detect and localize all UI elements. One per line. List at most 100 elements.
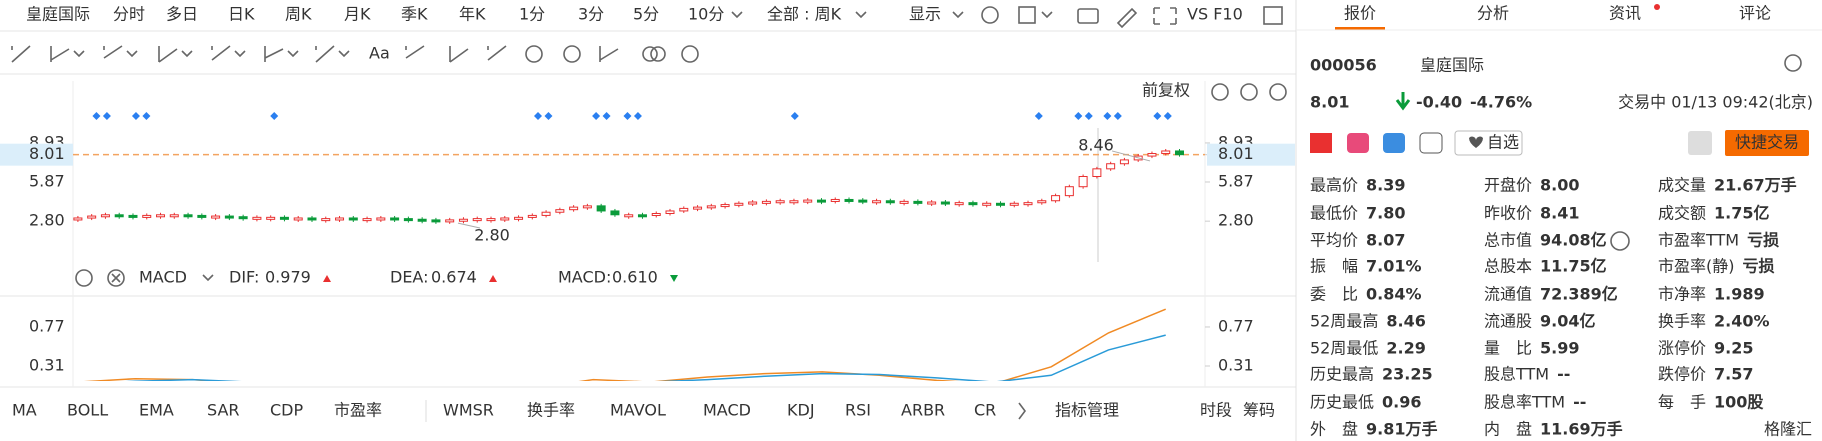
indicator-tab[interactable]: 市盈率 [334,401,382,420]
indicator-tab[interactable]: MAVOL [610,401,666,420]
panel-tab[interactable]: 分析 [1477,4,1509,23]
event-marker[interactable] [1084,112,1093,120]
tool-icon[interactable] [487,45,507,61]
candle [403,218,413,222]
tool-icon[interactable] [650,46,666,62]
tool-icon[interactable] [642,46,658,62]
period-tab[interactable]: 季K [401,5,428,24]
bell-button[interactable] [1688,131,1712,155]
watch-label[interactable]: 自选 [1487,133,1519,152]
event-marker[interactable] [131,112,140,120]
indicator-tab[interactable]: 换手率 [527,401,575,420]
tool-icon[interactable] [599,46,619,62]
indicator-tab[interactable]: EMA [139,401,174,420]
indicator-tab[interactable]: RSI [845,401,871,420]
period-tab[interactable]: 5分 [633,5,659,24]
event-marker[interactable] [790,112,799,120]
period-tab[interactable]: 1分 [519,5,545,24]
indicator-tab[interactable]: KDJ [787,401,815,420]
display-menu[interactable]: 显示 [909,5,941,24]
panel-settings[interactable] [1784,54,1802,72]
stock-name[interactable]: 皇庭国际 [26,5,90,24]
event-marker[interactable] [92,112,101,120]
period-tab[interactable]: 日K [228,5,255,24]
indicator-tab[interactable]: SAR [207,401,240,420]
event-marker[interactable] [592,112,601,120]
event-marker[interactable] [623,112,632,120]
f10-button[interactable]: VS F10 [1187,5,1243,24]
indicator-manage[interactable]: 指标管理 [1055,401,1119,420]
indicator-tab[interactable]: WMSR [443,401,494,420]
trade-label[interactable]: 快捷交易 [1735,133,1799,152]
expand-icon[interactable] [1153,7,1177,25]
candle [335,217,345,221]
indicator-tab[interactable]: MA [12,401,37,420]
sidebar-icon[interactable] [1263,6,1283,25]
range-select[interactable]: 全部 : 周K [767,5,842,24]
adjust-toggle[interactable]: 前复权 [1142,81,1190,100]
flag-icon[interactable] [1310,133,1332,153]
period-tab[interactable]: 分时 [113,5,145,24]
tool-icon[interactable] [449,46,469,63]
period-tab[interactable]: 周K [285,5,312,24]
indicator-close[interactable] [107,269,125,287]
event-marker[interactable] [544,112,553,120]
event-marker[interactable] [270,112,279,120]
period-tab[interactable]: 10分 [688,5,724,24]
period-tab[interactable]: 月K [344,5,371,24]
indicator-tab[interactable]: MACD [703,401,751,420]
more-icon[interactable] [1610,231,1630,251]
chart-control[interactable] [1240,83,1258,101]
event-marker[interactable] [1074,112,1083,120]
tool-icon[interactable] [681,45,699,63]
event-marker[interactable] [102,112,111,120]
settings-icon[interactable] [981,6,999,24]
tool-icon[interactable] [405,45,425,59]
pencil-icon[interactable] [1116,7,1138,29]
tool-icon[interactable] [525,45,543,63]
side-tab[interactable]: 时段 [1200,401,1232,420]
tool-icon[interactable] [211,45,231,61]
style-icon[interactable] [1018,6,1036,24]
candle [679,207,689,212]
side-tab[interactable]: 筹码 [1243,401,1275,420]
candle [555,209,565,213]
chart-control[interactable] [1269,83,1287,101]
text-tool[interactable]: Aa [369,44,390,63]
indicator-title[interactable]: MACD [139,268,187,287]
indicator-tab[interactable]: CDP [270,401,303,420]
badge-icon[interactable] [1347,133,1369,153]
tool-icon[interactable] [50,46,70,62]
tool-icon[interactable] [264,46,284,62]
indicator-settings[interactable] [75,269,93,287]
period-tab[interactable]: 3分 [578,5,604,24]
period-tab[interactable]: 多日 [166,5,198,24]
event-marker[interactable] [1103,112,1112,120]
event-marker[interactable] [602,112,611,120]
event-marker[interactable] [1163,112,1172,120]
tool-icon[interactable] [103,45,123,59]
event-marker[interactable] [534,112,543,120]
period-tab[interactable]: 年K [459,5,486,24]
panel-tab[interactable]: 报价 [1344,4,1376,23]
camera-icon[interactable] [1077,8,1099,24]
event-marker[interactable] [1034,112,1043,120]
tool-icon[interactable] [158,46,178,63]
tool-icon[interactable] [11,45,31,63]
tag-icon[interactable] [1383,133,1405,153]
tool-icon[interactable] [563,45,581,63]
note-icon[interactable] [1419,132,1443,154]
panel-tab[interactable]: 资讯 [1609,4,1641,23]
event-marker[interactable] [1153,112,1162,120]
event-marker[interactable] [1113,112,1122,120]
event-marker[interactable] [633,112,642,120]
indicator-tab[interactable]: CR [974,401,996,420]
chart-control[interactable] [1211,83,1229,101]
indicator-tab[interactable]: BOLL [67,401,108,420]
indicator-tab[interactable]: ARBR [901,401,945,420]
panel-tab[interactable]: 评论 [1739,4,1771,23]
trade-button[interactable] [1725,130,1809,156]
tool-icon[interactable] [315,45,335,63]
event-marker[interactable] [142,112,151,120]
tab-scroll[interactable] [1018,402,1026,420]
